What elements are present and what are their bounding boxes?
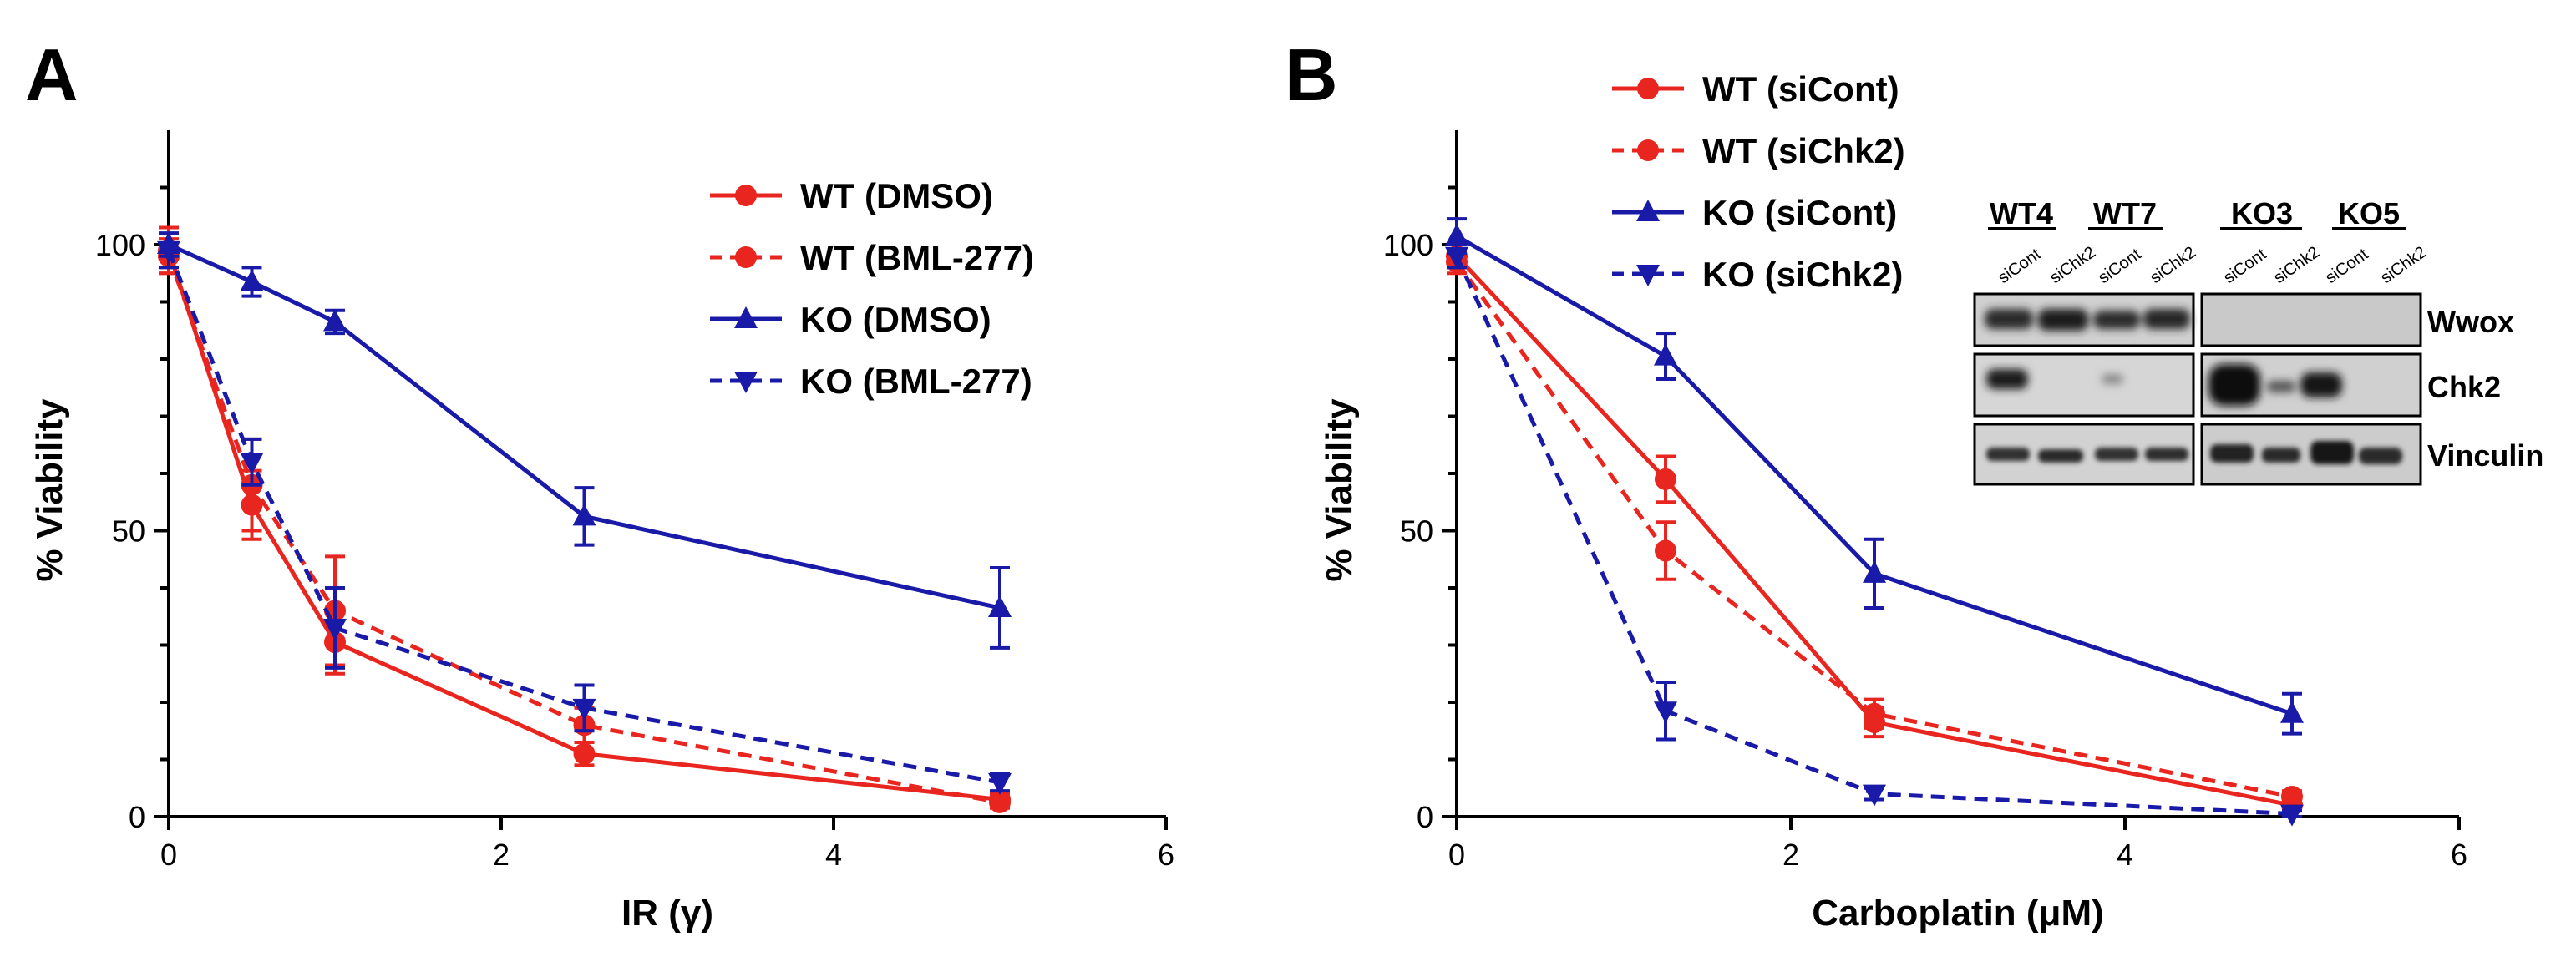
legend-label: WT (DMSO)	[800, 176, 993, 215]
blot-group-label: WT7	[2093, 196, 2157, 230]
marker-circle	[735, 246, 757, 268]
blot-group-label: KO3	[2231, 196, 2293, 230]
panel-b-chart: B 0 2 4 6 0 50 100 Carboplatin (μM) % Viability W…	[1285, 33, 2467, 934]
x-axis-label: IR (γ)	[621, 893, 713, 934]
marker-circle	[1637, 139, 1659, 161]
marker-circle	[1637, 78, 1659, 99]
x-tick-label: 0	[1448, 838, 1465, 872]
vinculin-bands	[1986, 441, 2402, 464]
marker-triangle-down	[240, 453, 264, 475]
marker-circle	[735, 185, 757, 206]
legend-label: WT (siChk2)	[1702, 131, 1905, 170]
marker-triangle-down	[323, 618, 347, 640]
legend-label: KO (BML-277)	[800, 362, 1032, 401]
legend-label: WT (BML-277)	[800, 238, 1034, 277]
series-ko-dmso	[157, 231, 1012, 650]
x-tick-label: 6	[1158, 838, 1174, 872]
marker-circle	[989, 791, 1011, 813]
y-tick-label: 0	[129, 800, 145, 834]
series-ko-bml-277	[157, 231, 1012, 795]
blot-lane-label: siCont	[2220, 245, 2269, 287]
x-axis-label: Carboplatin (μM)	[1812, 893, 2104, 934]
marker-triangle-up	[240, 269, 264, 291]
marker-circle	[2281, 786, 2303, 808]
marker-circle	[1655, 539, 1676, 562]
marker-triangle-up	[323, 309, 347, 332]
marker-triangle-down	[988, 772, 1012, 795]
y-axis-label: % Viability	[1319, 398, 1360, 582]
marker-triangle-down	[1654, 701, 1677, 724]
y-axis-label: % Viability	[29, 398, 70, 582]
marker-triangle-down	[1636, 265, 1660, 286]
series-ko-sichk2	[1445, 243, 2304, 827]
marker-triangle-down	[1863, 784, 1886, 807]
y-tick-label: 0	[1417, 800, 1433, 834]
blot-row-label: Chk2	[2427, 370, 2501, 404]
marker-triangle-up	[1863, 560, 1886, 583]
marker-circle	[1655, 468, 1676, 490]
blot-lane-label: siChk2	[2147, 243, 2199, 287]
marker-triangle-down	[572, 698, 596, 721]
x-tick-label: 0	[160, 838, 177, 872]
y-tick-label: 100	[1383, 228, 1433, 262]
marker-triangle-down	[734, 372, 758, 393]
western-blot-inset: WT4 WT7 KO3 KO5 siCont siChk2 siCont siC…	[1973, 196, 2543, 486]
series-line	[1454, 255, 2293, 817]
y-tick-label: 50	[112, 514, 145, 549]
blot-lane-label: siCont	[1995, 245, 2044, 287]
x-tick-label: 4	[825, 838, 842, 872]
marker-triangle-up	[988, 595, 1012, 617]
x-tick-label: 2	[1782, 838, 1799, 872]
wwox-bands	[1985, 309, 2190, 331]
panel-a-letter: A	[25, 33, 79, 116]
marker-triangle-down	[2280, 804, 2304, 827]
blot-lane-label: siCont	[2095, 245, 2144, 287]
legend-label: KO (siChk2)	[1702, 255, 1903, 294]
blot-lane-label: siChk2	[2046, 243, 2099, 287]
blot-row-label: Vinculin	[2427, 438, 2543, 473]
marker-circle	[1864, 702, 1885, 725]
marker-triangle-up	[2280, 701, 2304, 723]
legend-label: KO (DMSO)	[800, 300, 991, 339]
panel-b-letter: B	[1285, 33, 1338, 116]
blot-group-label: KO5	[2338, 196, 2400, 230]
blot-group-label: WT4	[1990, 196, 2053, 230]
marker-triangle-down	[1445, 246, 1468, 269]
x-tick-label: 4	[2117, 838, 2133, 872]
blot-lane-label: siChk2	[2270, 243, 2323, 287]
marker-triangle-up	[1445, 223, 1468, 246]
marker-triangle-down	[157, 240, 180, 263]
legend: WT (DMSO) WT (BML-277) KO (DMSO) KO (BML-27…	[710, 176, 1034, 401]
marker-circle	[573, 742, 596, 765]
y-tick-label: 50	[1400, 514, 1433, 549]
chk2-bands	[1986, 364, 2342, 406]
marker-triangle-up	[1636, 200, 1660, 221]
blot-row-label: Wwox	[2427, 305, 2514, 339]
legend-label: WT (siCont)	[1702, 69, 1899, 109]
blot-strip-wwox-right	[2200, 292, 2422, 347]
blot-lane-label: siCont	[2322, 245, 2371, 287]
marker-triangle-up	[1654, 343, 1677, 366]
legend-label: KO (siCont)	[1702, 193, 1897, 232]
marker-triangle-up	[572, 504, 596, 526]
series-line	[1455, 234, 2293, 716]
series-line	[1454, 261, 2293, 799]
x-tick-label: 2	[493, 838, 510, 872]
x-tick-label: 6	[2451, 838, 2467, 872]
legend: WT (siCont) WT (siChk2) KO (siCont) KO (siC…	[1612, 69, 1905, 294]
y-tick-label: 100	[95, 228, 145, 262]
series-line	[1455, 254, 2293, 807]
marker-triangle-up	[734, 306, 758, 328]
blot-lane-label: siChk2	[2377, 243, 2430, 287]
